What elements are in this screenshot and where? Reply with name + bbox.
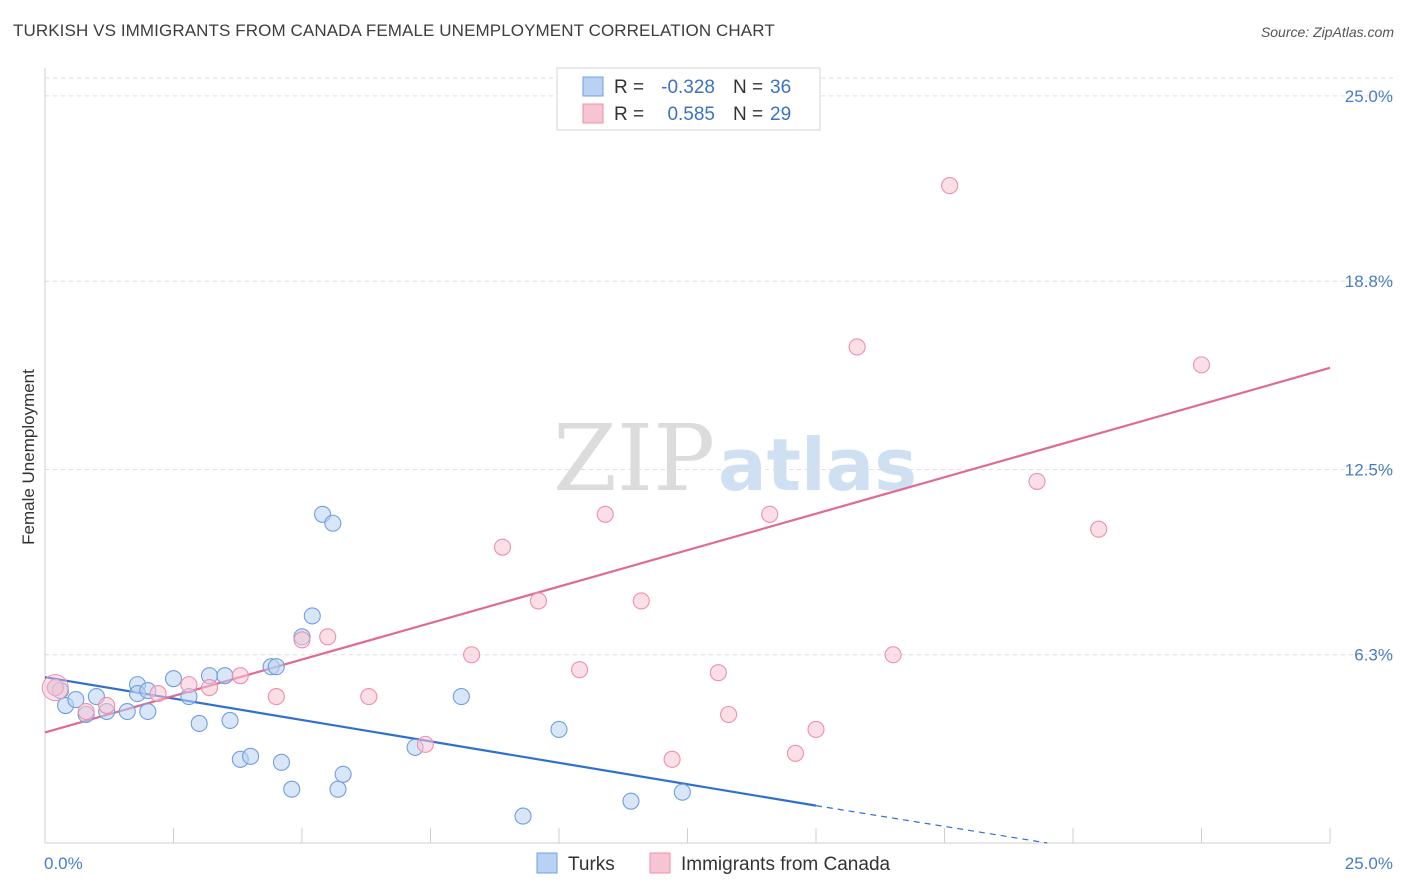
point-canada (941, 177, 959, 195)
watermark-atlas: atlas (718, 423, 917, 507)
legend-r-label-canada: R = (614, 104, 644, 125)
trend-line-turks-extension (815, 805, 1048, 844)
point-turks (303, 607, 321, 625)
point-canada (807, 720, 825, 738)
point-canada (231, 667, 249, 685)
point-canada (761, 505, 779, 523)
point-turks (324, 514, 342, 532)
point-turks (267, 658, 285, 676)
point-turks (221, 711, 239, 730)
point-canada (267, 688, 285, 706)
legend-box: R = -0.328 N = 36 R = 0.585 N = 29 (556, 67, 821, 131)
point-canada (46, 679, 64, 697)
point-canada (632, 592, 650, 610)
point-canada (1192, 356, 1211, 374)
point-turks (164, 670, 183, 688)
legend-n-value-canada: 29 (770, 104, 791, 125)
point-canada (571, 661, 589, 679)
point-turks (283, 780, 301, 798)
bottom-legend: Turks Immigrants from Canada (536, 852, 891, 875)
point-canada (180, 676, 198, 694)
chart-title: TURKISH VS IMMIGRANTS FROM CANADA FEMALE… (13, 21, 775, 40)
point-canada (319, 628, 337, 646)
point-turks (190, 714, 208, 733)
point-turks (118, 702, 136, 721)
point-canada (463, 646, 481, 664)
bottom-legend-swatch-turks (536, 852, 558, 874)
point-turks (242, 747, 260, 765)
point-canada (493, 538, 512, 556)
point-canada (786, 744, 804, 762)
point-canada (720, 705, 738, 724)
point-canada (709, 664, 727, 682)
point-turks (272, 753, 290, 771)
legend-r-value-canada: 0.585 (667, 104, 715, 125)
y-axis-label: Female Unemployment (19, 369, 38, 545)
point-canada (77, 702, 95, 721)
y-tick-label: 12.5% (1345, 460, 1393, 479)
point-canada (98, 696, 116, 715)
point-turks (514, 807, 532, 825)
y-tick-label: 6.3% (1354, 646, 1393, 665)
watermark-zip: ZIP (553, 405, 715, 512)
legend-swatch-turks (582, 76, 604, 97)
point-canada (149, 685, 167, 703)
point-canada (1090, 520, 1108, 538)
point-canada (529, 592, 547, 610)
trend-line-canada (44, 366, 1331, 734)
y-tick-label: 18.8% (1345, 272, 1393, 291)
point-canada (293, 631, 311, 649)
point-canada (200, 679, 219, 697)
point-turks (67, 691, 85, 709)
point-canada (663, 750, 681, 768)
point-turks (452, 688, 470, 706)
y-tick-label: 25.0% (1345, 87, 1393, 106)
data-points (41, 177, 1211, 825)
legend-n-value-turks: 36 (770, 77, 791, 98)
point-turks (329, 780, 347, 798)
legend-r-label-turks: R = (614, 77, 644, 98)
point-canada (884, 646, 902, 664)
point-turks (622, 792, 640, 810)
x-tick-label-max: 25.0% (1345, 854, 1393, 873)
bottom-legend-swatch-canada (649, 852, 671, 874)
chart-source: Source: ZipAtlas.com (1260, 24, 1394, 40)
x-tick-label-min: 0.0% (44, 854, 83, 873)
bottom-legend-label-turks: Turks (568, 854, 615, 875)
bottom-legend-label-canada: Immigrants from Canada (681, 854, 891, 875)
grid-lines (45, 77, 1393, 656)
watermark: ZIP atlas (553, 405, 917, 512)
legend-swatch-canada (582, 103, 604, 124)
legend-r-value-turks: -0.328 (661, 77, 715, 98)
point-canada (416, 735, 434, 753)
point-turks (334, 765, 352, 783)
point-turks (216, 667, 234, 685)
axes (44, 68, 1331, 844)
point-canada (1028, 472, 1046, 490)
point-canada (360, 688, 378, 706)
legend-n-label-canada: N = (733, 104, 763, 125)
point-turks (673, 783, 691, 801)
y-tick-labels: 6.3% 12.5% 18.8% 25.0% (1345, 87, 1393, 665)
point-canada (596, 505, 614, 523)
point-turks (550, 720, 568, 738)
point-turks (139, 702, 157, 721)
point-canada (848, 338, 866, 356)
legend-n-label-turks: N = (733, 77, 763, 98)
point-canada-cluster (41, 674, 69, 702)
